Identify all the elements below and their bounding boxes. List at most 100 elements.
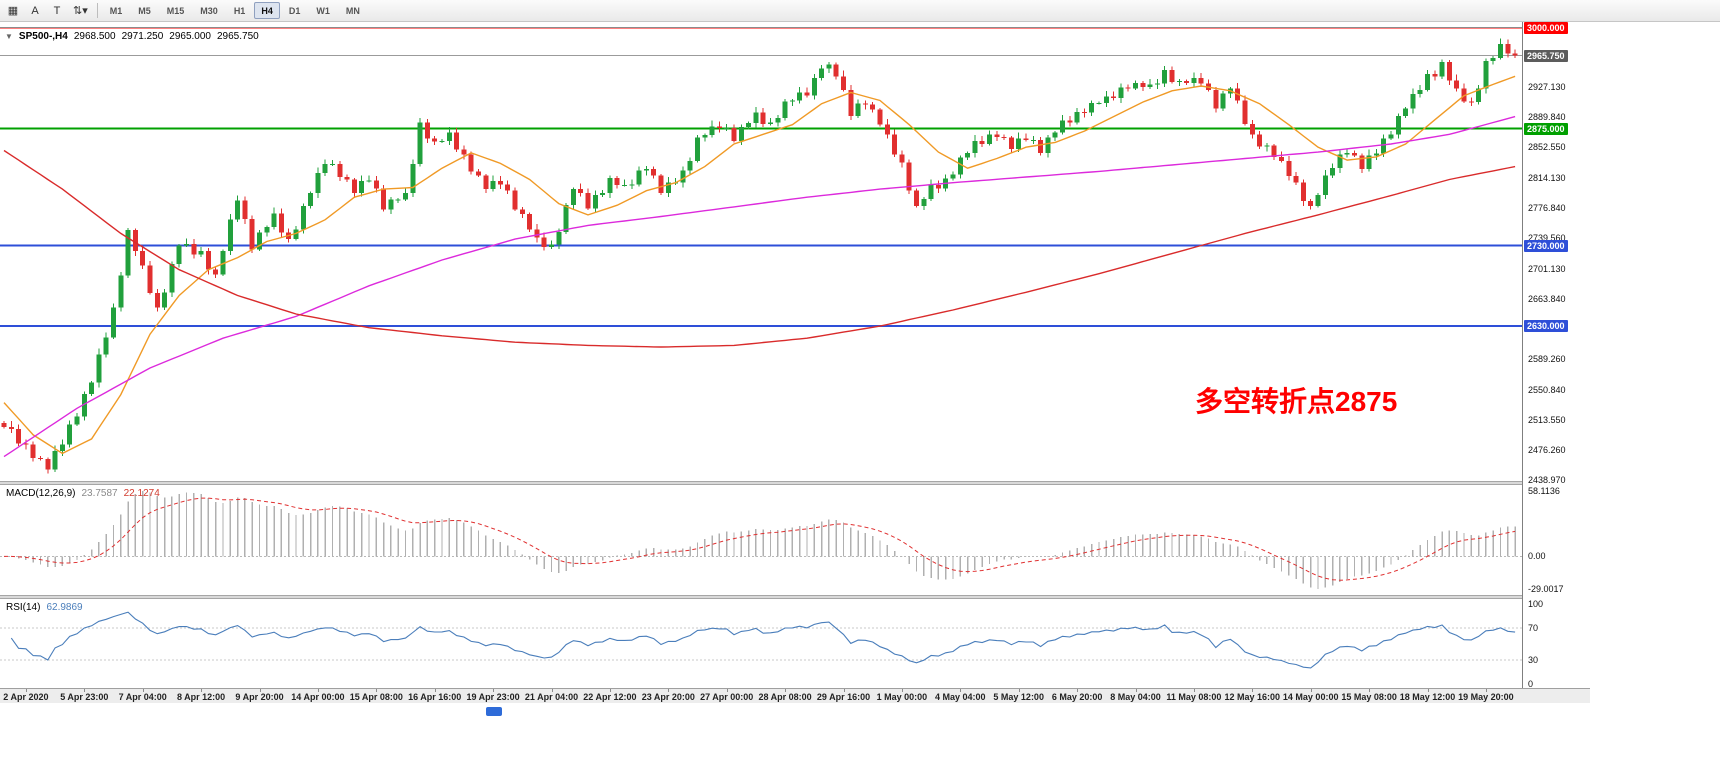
bottom-area: [0, 703, 1720, 781]
time-axis-label: 15 May 08:00: [1341, 692, 1397, 702]
price-scale-label: 2889.840: [1528, 111, 1566, 122]
template-icon[interactable]: T: [53, 4, 61, 17]
tool-icons-group: ▦ A T ⇅▾: [3, 2, 92, 20]
timeframe-h4[interactable]: H4: [254, 2, 280, 19]
time-tick: [376, 689, 378, 692]
time-tick: [317, 689, 319, 692]
rsi-scale-label: 0: [1528, 679, 1534, 689]
level-price-badge: 3000.000: [1524, 22, 1568, 34]
time-axis-label: 16 Apr 16:00: [408, 692, 462, 702]
symbol-info-bar: ▼ SP500-,H4 2968.500 2971.250 2965.000 2…: [5, 31, 259, 42]
time-tick: [1077, 689, 1079, 692]
time-axis-label: 8 May 04:00: [1110, 692, 1161, 702]
ohlc-close: 2965.750: [217, 31, 259, 42]
time-axis-label: 21 Apr 04:00: [524, 692, 579, 702]
ma-slow: [3, 149, 1516, 348]
rsi-value: 62.9869: [46, 602, 83, 613]
timeframe-d1[interactable]: D1: [288, 5, 301, 16]
price-scale[interactable]: 2927.130 2889.840 2852.550 2814.130 2776.840…: [1522, 22, 1590, 689]
price-scale-label: 2701.130: [1528, 263, 1566, 274]
chart-type-icon[interactable]: ▦: [7, 5, 19, 17]
time-tick: [142, 689, 144, 692]
time-axis-label: 9 Apr 20:00: [235, 692, 284, 702]
price-scale-label: 2852.550: [1528, 141, 1566, 152]
time-tick: [1018, 689, 1020, 692]
arrange-dropdown-icon[interactable]: ⇅▾: [73, 5, 88, 17]
timeframe-m5[interactable]: M5: [138, 5, 151, 16]
time-tick: [668, 689, 670, 692]
time-tick: [609, 689, 611, 692]
timeframe-m30[interactable]: M30: [200, 5, 218, 16]
time-axis-label: 6 May 20:00: [1051, 692, 1103, 702]
text-tool-icon[interactable]: A: [31, 4, 39, 17]
time-axis-label: 11 May 08:00: [1166, 692, 1222, 702]
time-tick: [1252, 689, 1254, 692]
rsi-scale-label: 70: [1528, 623, 1539, 633]
macd-scale-label: -29.0017: [1528, 584, 1564, 594]
candlestick-chart[interactable]: [0, 28, 1522, 480]
ma-mid: [3, 115, 1516, 458]
time-axis-label: 8 Apr 12:00: [176, 692, 226, 702]
time-tick: [1427, 689, 1429, 692]
time-tick: [960, 689, 962, 692]
price-scale-label: 2476.260: [1528, 444, 1566, 455]
bid-price-badge: 2965.750: [1524, 49, 1568, 62]
time-tick: [843, 689, 845, 692]
price-scale-label: 2739.560: [1528, 232, 1566, 243]
price-scale-label: 2776.840: [1528, 202, 1566, 213]
timeframe-h1[interactable]: H1: [233, 5, 246, 16]
chart-window: ▼ SP500-,H4 2968.500 2971.250 2965.000 2…: [0, 22, 1590, 703]
price-scale-label: 2663.840: [1528, 293, 1566, 304]
time-axis-label: 4 May 04:00: [935, 692, 986, 702]
time-axis-label: 18 May 12:00: [1399, 692, 1456, 702]
time-tick: [1485, 689, 1487, 692]
time-axis-label: 27 Apr 00:00: [700, 692, 754, 702]
time-tick: [201, 689, 203, 692]
time-axis-label: 15 Apr 08:00: [349, 692, 403, 702]
time-tick: [551, 689, 553, 692]
toolbar-separator: [96, 3, 98, 18]
one-click-expand-icon[interactable]: ▼: [5, 32, 13, 41]
time-tick: [1310, 689, 1312, 692]
rsi-indicator-panel[interactable]: [0, 599, 1522, 688]
time-axis-label: 14 Apr 00:00: [291, 692, 345, 702]
chart-text-annotation[interactable]: 多空转折点2875: [1195, 386, 1398, 417]
time-axis-label: 7 Apr 04:00: [118, 692, 167, 702]
level-price-badge: 2730.000: [1524, 239, 1568, 252]
price-scale-label: 2513.550: [1528, 414, 1566, 425]
time-tick: [259, 689, 261, 692]
panel-divider[interactable]: [0, 595, 1590, 599]
price-scale-label: 2927.130: [1528, 81, 1566, 92]
ohlc-open: 2968.500: [73, 31, 116, 42]
time-axis[interactable]: 2 Apr 2020 5 Apr 23:00 7 Apr 04:00 8 Apr 12…: [0, 688, 1590, 703]
level-price-badge: 2875.000: [1524, 122, 1568, 135]
macd-label: MACD(12,26,9) 23.7587 22.1274: [6, 488, 160, 499]
time-axis-label: 19 Apr 23:00: [466, 692, 520, 702]
ma-fast: [3, 75, 1516, 455]
timeframe-m1[interactable]: M1: [109, 5, 123, 16]
time-axis-label: 23 Apr 20:00: [641, 692, 695, 702]
macd-value-main: 23.7587: [81, 488, 118, 499]
macd-indicator-panel[interactable]: [0, 485, 1522, 595]
time-axis-label: 29 Apr 16:00: [816, 692, 871, 702]
rsi-scale-label: 30: [1528, 655, 1539, 665]
time-tick: [84, 689, 86, 692]
symbol-name: SP500-,H4: [18, 31, 68, 42]
timeframes-group: M1 M5 M15 M30 H1 H4 D1 W1 MN: [103, 2, 367, 19]
time-axis-label: 22 Apr 12:00: [583, 692, 637, 702]
timeframe-m15[interactable]: M15: [166, 5, 185, 16]
price-scale-label: 2589.260: [1528, 353, 1566, 364]
time-tick: [434, 689, 436, 692]
macd-scale-label: 58.1136: [1528, 486, 1560, 496]
panel-divider[interactable]: [0, 481, 1590, 485]
timeframe-mn[interactable]: MN: [345, 5, 360, 16]
rsi-name: RSI(14): [6, 602, 41, 613]
time-tick: [726, 689, 728, 692]
time-axis-label: 5 Apr 23:00: [60, 692, 109, 702]
time-axis-label: 28 Apr 08:00: [758, 692, 812, 702]
timeframe-w1[interactable]: W1: [316, 5, 330, 16]
time-tick: [25, 689, 27, 692]
time-axis-label: 2 Apr 2020: [3, 692, 49, 702]
time-axis-label: 12 May 16:00: [1224, 692, 1281, 702]
macd-signal-line: [4, 497, 1516, 581]
